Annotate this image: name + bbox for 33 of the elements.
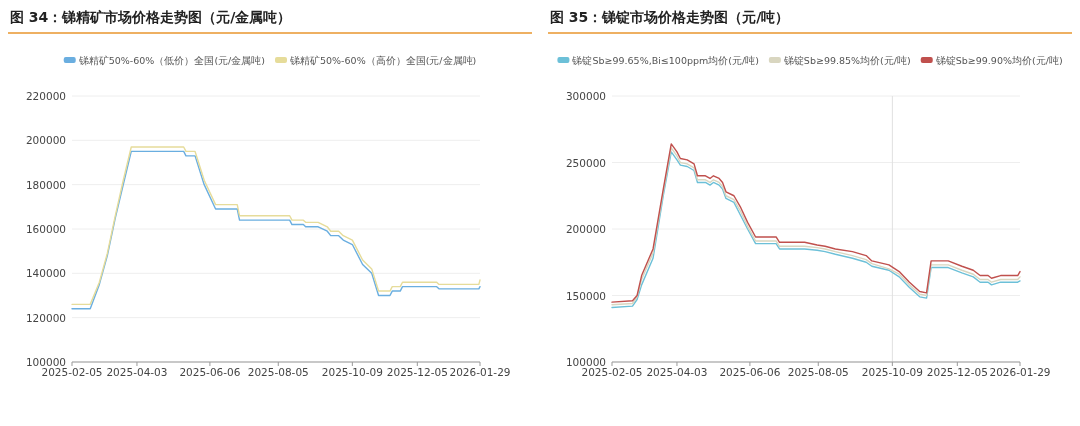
y-tick-label: 180000 — [25, 178, 66, 191]
x-tick-label: 2025-02-05 — [581, 366, 643, 378]
x-tick-label: 2025-08-05 — [787, 366, 849, 378]
y-tick-label: 100000 — [25, 356, 66, 368]
x-tick-label: 2025-04-03 — [106, 366, 168, 378]
y-tick-label: 200000 — [565, 223, 606, 235]
chart-title: 图 34：锑精矿市场价格走势图（元/金属吨） — [10, 9, 292, 25]
x-tick-label: 2025-06-06 — [719, 366, 781, 378]
y-tick-label: 220000 — [25, 90, 66, 102]
legend-label: 锑锭Sb≥99.90%均价(元/吨) — [934, 55, 1063, 66]
x-tick-label: 2025-12-05 — [926, 366, 988, 378]
y-tick-label: 100000 — [565, 356, 606, 368]
y-tick-label: 300000 — [565, 90, 606, 102]
y-tick-label: 150000 — [565, 289, 606, 302]
x-tick-label: 2026-01-29 — [989, 366, 1051, 378]
chart-title: 图 35：锑锭市场价格走势图（元/吨） — [550, 9, 790, 25]
x-tick-label: 2025-02-05 — [41, 366, 103, 378]
x-tick-label: 2025-10-09 — [861, 366, 923, 378]
legend-label: 锑锭Sb≥99.65%,Bi≤100ppm均价(元/吨) — [571, 55, 759, 66]
legend-label: 锑锭Sb≥99.85%均价(元/吨) — [782, 55, 911, 66]
y-tick-label: 140000 — [25, 267, 66, 280]
x-tick-label: 2025-04-03 — [646, 366, 708, 378]
y-tick-label: 120000 — [25, 311, 66, 324]
y-tick-label: 250000 — [565, 156, 606, 169]
y-tick-label: 160000 — [25, 223, 66, 235]
x-tick-label: 2025-10-09 — [321, 366, 383, 378]
x-tick-label: 2026-01-29 — [449, 366, 511, 378]
legend-label: 锑精矿50%-60%（低价）全国(元/金属吨) — [77, 55, 265, 66]
x-tick-label: 2025-08-05 — [247, 366, 309, 378]
x-tick-label: 2025-06-06 — [179, 366, 241, 378]
legend-label: 锑精矿50%-60%（高价）全国(元/金属吨) — [289, 55, 477, 66]
y-tick-label: 200000 — [25, 134, 66, 147]
x-tick-label: 2025-12-05 — [386, 366, 448, 378]
